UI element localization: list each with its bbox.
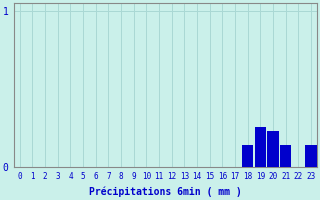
Bar xyxy=(255,127,266,167)
Bar xyxy=(267,131,279,167)
Bar xyxy=(242,145,253,167)
Bar xyxy=(280,145,291,167)
X-axis label: Précipitations 6min ( mm ): Précipitations 6min ( mm ) xyxy=(89,187,242,197)
Bar xyxy=(305,145,316,167)
